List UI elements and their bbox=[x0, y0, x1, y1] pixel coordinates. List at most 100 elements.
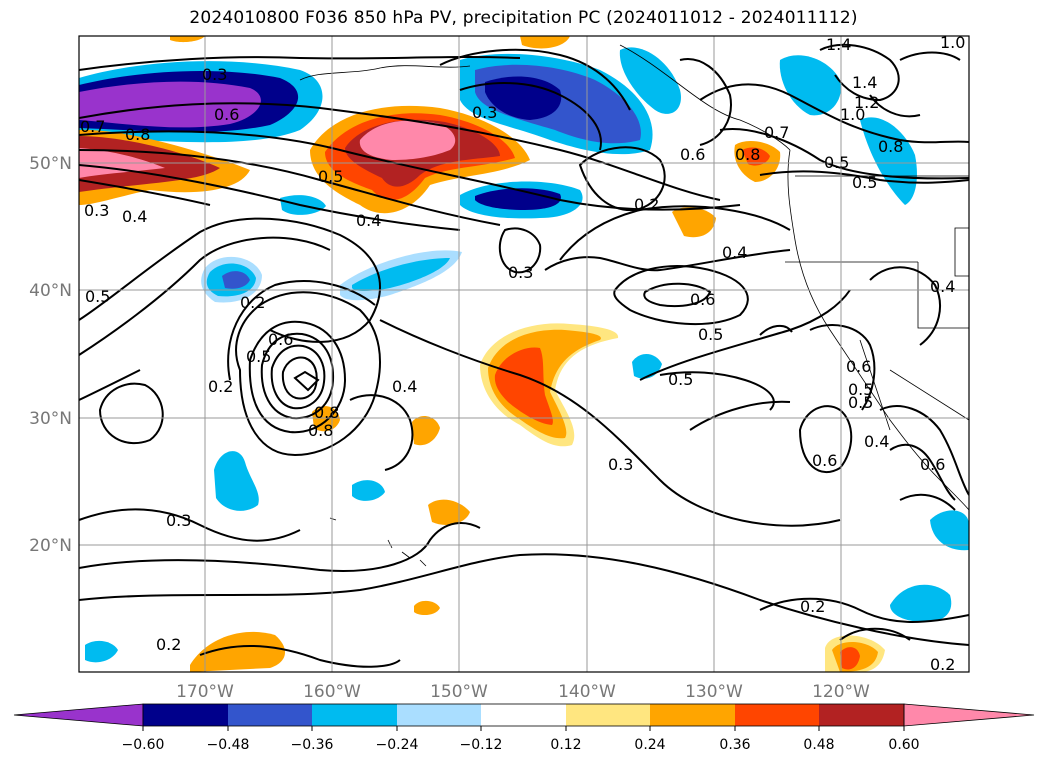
lat-label-30n: 30°N bbox=[29, 409, 72, 429]
shade-blue-se bbox=[890, 584, 952, 622]
shade-blue-27n bbox=[214, 451, 259, 511]
contour-label: 1.0 bbox=[940, 33, 965, 52]
shade-red-van bbox=[742, 147, 770, 166]
colorbar: −0.60 −0.48 −0.36 −0.24 −0.12 0.12 0.24 … bbox=[13, 703, 1035, 753]
contour-label: 0.6 bbox=[690, 290, 715, 309]
contour-label: 0.5 bbox=[246, 347, 271, 366]
colorbar-tick-label: −0.60 bbox=[122, 737, 165, 753]
contour-label: 0.5 bbox=[668, 370, 693, 389]
contour-label: 1.4 bbox=[852, 73, 877, 92]
contour-label: 0.5 bbox=[698, 325, 723, 344]
colorbar-tick-label: −0.48 bbox=[207, 737, 250, 753]
colorbar-segment bbox=[819, 704, 904, 726]
contour-label: 0.2 bbox=[634, 195, 659, 214]
contour-label: 0.6 bbox=[920, 455, 945, 474]
contour-label: 0.2 bbox=[156, 635, 181, 654]
contour-label: 0.3 bbox=[472, 103, 497, 122]
shade-navy-mid bbox=[475, 188, 561, 210]
shade-pink-cn bbox=[359, 120, 456, 160]
shade-red-c35 bbox=[494, 347, 553, 425]
contour-label: 0.6 bbox=[214, 105, 239, 124]
colorbar-tick-label: −0.36 bbox=[291, 737, 334, 753]
contour-label: 0.3 bbox=[508, 263, 533, 282]
contour-label: 0.8 bbox=[308, 421, 333, 440]
contour-label: 0.6 bbox=[680, 145, 705, 164]
colorbar-segment bbox=[397, 704, 481, 726]
colorbar-extend-left bbox=[13, 703, 144, 727]
contour-label: 0.4 bbox=[122, 207, 147, 226]
contour-label: 0.3 bbox=[84, 201, 109, 220]
contour-label: 0.5 bbox=[848, 393, 873, 412]
precip-shading bbox=[79, 36, 969, 672]
shade-orange-155w bbox=[412, 416, 440, 446]
contour-label: 0.5 bbox=[824, 153, 849, 172]
contour-label: 0.4 bbox=[930, 277, 955, 296]
colorbar-frame bbox=[142, 703, 905, 727]
contour-label: 0.2 bbox=[930, 655, 955, 674]
shade-orange-hawaii bbox=[428, 499, 470, 525]
contour-label: 0.4 bbox=[722, 243, 747, 262]
contour-label: 0.8 bbox=[125, 125, 150, 144]
lat-label-40n: 40°N bbox=[29, 281, 72, 301]
contour-label: 0.6 bbox=[812, 451, 837, 470]
colorbar-tick-label: 0.36 bbox=[719, 737, 750, 753]
lon-label-130w: 130°W bbox=[685, 682, 743, 702]
colorbar-segment bbox=[650, 704, 735, 726]
contour-label: 0.2 bbox=[240, 293, 265, 312]
colorbar-segment bbox=[566, 704, 650, 726]
contour-label: 0.2 bbox=[208, 377, 233, 396]
contour-label: 0.8 bbox=[878, 137, 903, 156]
colorbar-segment bbox=[228, 704, 312, 726]
lon-label-140w: 140°W bbox=[558, 682, 616, 702]
colorbar-tick-label: 0.24 bbox=[634, 737, 665, 753]
contour-label: 1.4 bbox=[826, 35, 851, 54]
contour-label: 0.8 bbox=[314, 403, 339, 422]
lon-label-170w: 170°W bbox=[176, 682, 234, 702]
colorbar-segment bbox=[312, 704, 397, 726]
lon-label-160w: 160°W bbox=[303, 682, 361, 702]
shade-orange-top1 bbox=[170, 36, 205, 43]
shade-blue-c40 bbox=[352, 258, 450, 291]
map-frame bbox=[78, 35, 970, 673]
contour-label: 0.6 bbox=[846, 357, 871, 376]
colorbar-tick-label: 0.48 bbox=[803, 737, 834, 753]
colorbar-tick-label: 0.12 bbox=[550, 737, 581, 753]
contour-label: 0.5 bbox=[85, 287, 110, 306]
shade-orange-top2 bbox=[520, 36, 570, 49]
shade-purple-nw bbox=[79, 81, 261, 128]
colorbar-ticks bbox=[142, 726, 905, 731]
colorbar-segment bbox=[735, 704, 819, 726]
contour-label: 0.8 bbox=[735, 145, 760, 164]
contour-label: 0.7 bbox=[80, 117, 105, 136]
contour-label: 0.5 bbox=[852, 173, 877, 192]
contour-label: 0.5 bbox=[848, 380, 873, 399]
shade-orange-45n bbox=[672, 207, 716, 238]
lon-label-120w: 120°W bbox=[812, 682, 870, 702]
shade-blue-sw bbox=[85, 640, 118, 663]
shade-blue-25n bbox=[352, 480, 385, 501]
colorbar-segment bbox=[481, 704, 566, 726]
colorbar-tick-label: −0.12 bbox=[460, 737, 503, 753]
shade-royal-w40 bbox=[222, 271, 250, 289]
lat-label-50n: 50°N bbox=[29, 154, 72, 174]
contour-label: 1.2 bbox=[854, 93, 879, 112]
shade-blue-135w bbox=[632, 353, 662, 379]
contour-label: 0.3 bbox=[608, 455, 633, 474]
shade-blue-ne bbox=[779, 55, 841, 116]
shade-red-se bbox=[840, 647, 860, 670]
contour-label: 0.2 bbox=[800, 597, 825, 616]
lon-label-150w: 150°W bbox=[430, 682, 488, 702]
contour-label: 0.3 bbox=[202, 65, 227, 84]
contour-label: 0.5 bbox=[318, 167, 343, 186]
colorbar-tick-label: 0.60 bbox=[888, 737, 919, 753]
coastlines bbox=[299, 44, 969, 567]
colorbar-extend-right bbox=[903, 703, 1035, 727]
map-title: 2024010800 F036 850 hPa PV, precipitatio… bbox=[189, 8, 858, 28]
lat-labels: 50°N 40°N 30°N 20°N bbox=[29, 154, 72, 556]
contour-label: 0.7 bbox=[764, 123, 789, 142]
shade-orange-bc bbox=[414, 600, 440, 616]
shade-orange-sw bbox=[190, 631, 286, 672]
shade-blue-bc bbox=[619, 47, 681, 114]
contour-labels: 0.3 0.6 0.7 0.8 0.3 0.5 0.4 0.3 0.4 0.5 … bbox=[80, 33, 965, 674]
